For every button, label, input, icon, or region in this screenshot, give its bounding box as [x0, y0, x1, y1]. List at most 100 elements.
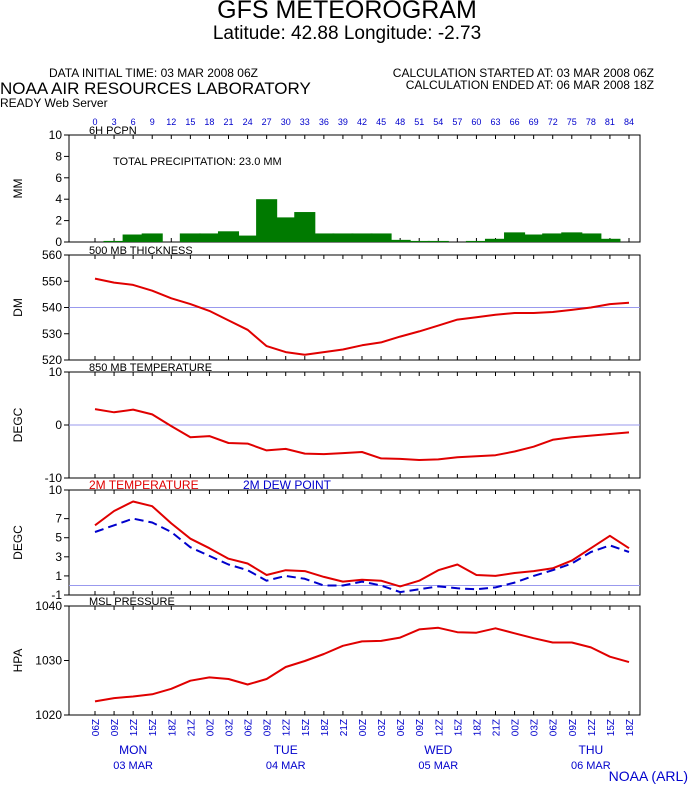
- y-tick-label: 1030: [35, 654, 62, 668]
- time-label: 15Z: [453, 719, 464, 736]
- forecast-hour-label: 33: [300, 117, 310, 127]
- time-label: 00Z: [511, 719, 522, 736]
- panel-title-precip: 6H PCPN: [89, 125, 137, 137]
- panel-title-t850: 850 MB TEMPERATURE: [89, 362, 212, 374]
- calculation-ended: CALCULATION ENDED AT: 06 MAR 2008 18Z: [405, 78, 654, 92]
- panel-title-thickness: 500 MB THICKNESS: [89, 245, 193, 257]
- precip-bar: [484, 238, 507, 242]
- y-tick-label: 10: [49, 128, 63, 142]
- credit-link[interactable]: NOAA (ARL): [608, 768, 688, 784]
- precip-bar: [122, 234, 144, 242]
- precip-bar: [313, 233, 335, 242]
- forecast-hour-label: 72: [548, 117, 558, 127]
- panel-frame-t2m: [68, 489, 641, 596]
- series-line-t2m: [94, 517, 630, 594]
- time-label: 21Z: [339, 719, 350, 736]
- forecast-hour-label: 36: [319, 117, 329, 127]
- precip-bar: [217, 231, 240, 242]
- y-tick-label: 10: [49, 483, 63, 497]
- y-tick-label: -1: [51, 588, 62, 602]
- y-tick-label: 8: [55, 149, 62, 163]
- time-label: 18Z: [625, 719, 636, 736]
- time-label: 15Z: [301, 719, 312, 736]
- time-label: 18Z: [167, 719, 178, 736]
- forecast-hour-label: 27: [262, 117, 272, 127]
- time-label: 18Z: [320, 719, 331, 736]
- y-tick-label: 1040: [35, 599, 62, 613]
- forecast-hour-label: 81: [605, 117, 615, 127]
- time-label: 12Z: [282, 719, 293, 736]
- forecast-hour-label: 15: [185, 117, 195, 127]
- panel-frame-mslp: [68, 605, 641, 716]
- precip-bar: [332, 233, 354, 242]
- precip-bar: [389, 239, 411, 242]
- y-tick-label: 2: [55, 214, 62, 228]
- time-label: 12Z: [587, 719, 598, 736]
- precip-bar: [141, 233, 163, 242]
- forecast-hour-label: 42: [357, 117, 367, 127]
- panel-title-mslp: MSL PRESSURE: [89, 596, 175, 608]
- precip-bar: [351, 233, 373, 242]
- series-line-t2m: [94, 500, 630, 588]
- forecast-hour-label: 66: [510, 117, 520, 127]
- time-label: 03Z: [377, 719, 388, 736]
- data-initial-time: DATA INITIAL TIME: 03 MAR 2008 06Z: [49, 66, 258, 80]
- chart-title: GFS METEOROGRAM: [217, 0, 477, 24]
- forecast-hour-label: 75: [567, 117, 577, 127]
- time-label: 15Z: [148, 719, 159, 736]
- time-label: 09Z: [415, 719, 426, 736]
- time-label: 09Z: [568, 719, 579, 736]
- y-tick-label: 0: [55, 418, 62, 432]
- precip-bar: [427, 240, 449, 242]
- y-tick-label: 4: [55, 192, 62, 206]
- time-label: 21Z: [186, 719, 197, 736]
- forecast-hour-label: 69: [529, 117, 539, 127]
- y-axis-label-t2m: DEGC: [11, 525, 25, 560]
- forecast-hour-label: 0: [92, 117, 97, 127]
- precip-total-annotation: TOTAL PRECIPITATION: 23.0 MM: [113, 156, 282, 168]
- time-label: 18Z: [472, 719, 483, 736]
- y-axis-label-thickness: DM: [11, 298, 25, 317]
- time-label: 06Z: [244, 719, 255, 736]
- series-line-thickness: [94, 277, 630, 356]
- y-tick-label: 5: [55, 531, 62, 545]
- time-label: 03Z: [530, 719, 541, 736]
- forecast-hour-label: 18: [204, 117, 214, 127]
- server-name: READY Web Server: [0, 96, 108, 110]
- time-label: 09Z: [263, 719, 274, 736]
- y-tick-label: 3: [55, 550, 62, 564]
- y-tick-label: 10: [49, 365, 63, 379]
- y-tick-label: 520: [42, 353, 62, 367]
- precip-bar: [465, 240, 487, 242]
- legend-label: 2M TEMPERATURE: [89, 478, 199, 492]
- forecast-hour-label: 24: [243, 117, 253, 127]
- forecast-hour-label: 30: [281, 117, 291, 127]
- date-label: 03 MAR: [113, 760, 153, 772]
- y-tick-label: 530: [42, 327, 62, 341]
- time-label: 03Z: [225, 719, 236, 736]
- forecast-hour-label: 60: [471, 117, 481, 127]
- organization-name: NOAA AIR RESOURCES LABORATORY: [0, 79, 311, 98]
- precip-bar: [408, 240, 430, 242]
- y-tick-label: 550: [42, 274, 62, 288]
- y-axis-label-mslp: HPA: [11, 649, 25, 673]
- forecast-hour-label: 51: [414, 117, 424, 127]
- y-tick-label: 7: [55, 512, 62, 526]
- date-label: 06 MAR: [571, 760, 611, 772]
- location-subtitle: Latitude: 42.88 Longitude: -2.73: [212, 23, 482, 44]
- series-line-t850: [94, 408, 630, 461]
- date-label: 05 MAR: [418, 760, 458, 772]
- y-tick-label: 560: [42, 248, 62, 262]
- precip-bar: [294, 212, 316, 242]
- forecast-hour-label: 39: [338, 117, 348, 127]
- time-label: 06Z: [91, 719, 102, 736]
- precip-bar: [523, 234, 545, 242]
- forecast-hour-label: 84: [624, 117, 634, 127]
- forecast-hour-label: 63: [490, 117, 500, 127]
- calculation-started: CALCULATION STARTED AT: 03 MAR 2008 06Z: [392, 66, 654, 80]
- forecast-hour-label: 78: [586, 117, 596, 127]
- legend-label: 2M DEW POINT: [243, 478, 332, 492]
- y-tick-label: -10: [45, 471, 63, 485]
- forecast-hour-label: 6: [131, 117, 136, 127]
